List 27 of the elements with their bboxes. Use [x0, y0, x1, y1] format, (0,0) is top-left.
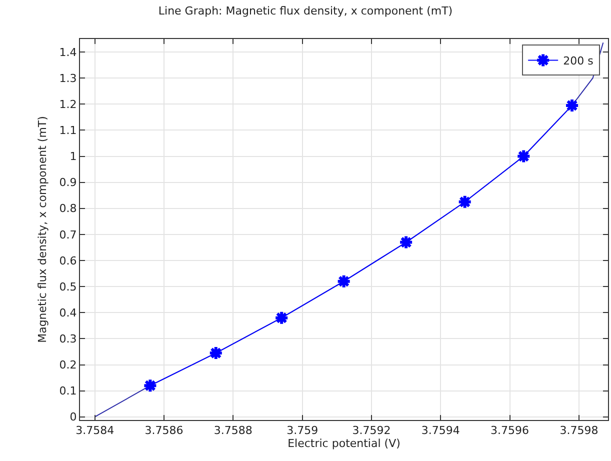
y-tick-label: 0.3 [59, 332, 77, 346]
chart-title: Line Graph: Magnetic flux density, x component (mT) [158, 4, 453, 18]
x-tick-label: 3.7592 [352, 424, 391, 438]
y-tick-label: 1.3 [59, 72, 77, 85]
x-axis-title: Electric potential (V) [288, 437, 400, 450]
y-tick-label: 1.2 [59, 98, 77, 111]
x-tick-label: 3.7594 [421, 424, 460, 438]
y-tick-label: 0.6 [59, 254, 77, 268]
y-tick-label: 1.1 [59, 124, 77, 138]
y-tick-label: 0.2 [59, 358, 77, 372]
y-tick-label: 1 [70, 150, 77, 164]
y-tick-label: 0.8 [59, 202, 77, 216]
x-tick-label: 3.7588 [214, 424, 252, 438]
y-tick-label: 1.4 [59, 46, 77, 59]
y-tick-label: 0.4 [59, 306, 77, 320]
y-tick-label: 0 [70, 410, 77, 424]
legend-label: 200 s [563, 54, 594, 68]
x-tick-label: 3.759 [286, 424, 318, 438]
y-tick-label: 0.1 [59, 384, 77, 398]
x-tick-label: 3.7584 [76, 424, 114, 438]
y-tick-label: 0.7 [59, 228, 77, 242]
x-tick-label: 3.7598 [560, 424, 598, 438]
y-tick-label: 0.9 [59, 176, 77, 190]
y-axis-title: Magnetic flux density, x component (mT) [36, 116, 49, 343]
x-tick-label: 3.7586 [144, 424, 184, 438]
y-tick-label: 0.5 [59, 280, 77, 294]
x-tick-label: 3.7596 [490, 424, 530, 438]
